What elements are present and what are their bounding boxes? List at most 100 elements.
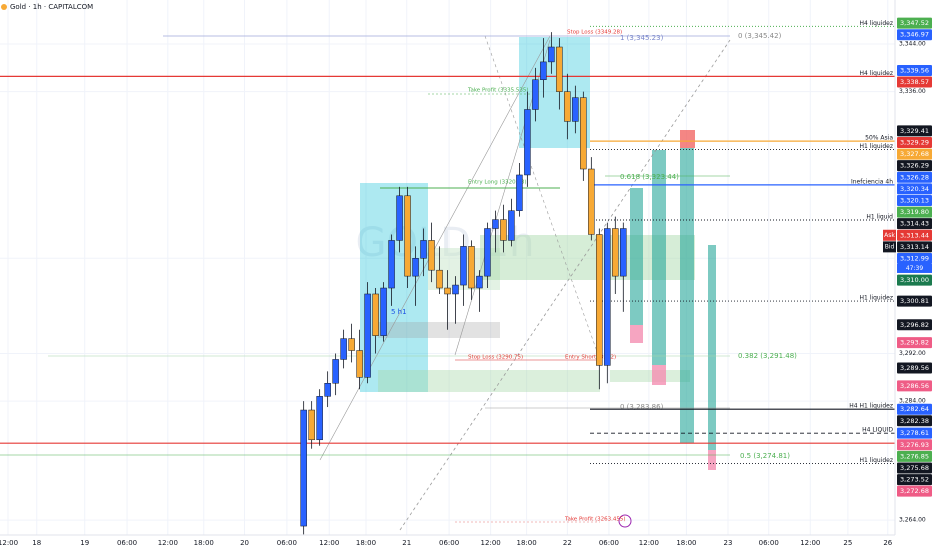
- candle-body: [452, 284, 459, 295]
- x-tick-label: 06:00: [277, 539, 297, 547]
- price-label-text: 3,272.68: [900, 487, 929, 495]
- level-label: H4 H1 liquidez: [849, 403, 893, 410]
- level-label: H4 liquidez: [860, 20, 894, 27]
- price-label-box: [897, 206, 932, 218]
- x-tick-label: 23: [724, 539, 733, 547]
- price-label: 3,329.41: [897, 125, 932, 137]
- x-tick-label: 18:00: [517, 539, 537, 547]
- chart-title: Gold · 1h · CAPITALCOM: [10, 3, 93, 11]
- price-label: 3,293.82: [897, 337, 932, 349]
- x-tick-label: 12:00: [639, 539, 659, 547]
- price-label-box: [897, 17, 932, 29]
- price-label-box: [897, 450, 932, 462]
- x-tick-label: 18:00: [194, 539, 214, 547]
- price-label-text: 3,313.44: [900, 231, 929, 239]
- price-label-box: [897, 252, 932, 264]
- x-tick-label: 22: [563, 539, 572, 547]
- candle-body: [396, 195, 403, 241]
- price-label-box: [897, 274, 932, 286]
- price-label-box: [897, 241, 932, 253]
- x-tick-label: 12:00: [319, 539, 339, 547]
- price-label: 3,273.52: [897, 474, 932, 486]
- price-label: 3,320.13: [897, 194, 932, 206]
- fib-label: 0.5 (3,274.81): [740, 452, 790, 460]
- price-label-text: 3,286.56: [900, 382, 929, 390]
- price-label-text: 3,310.00: [900, 276, 929, 284]
- x-tick-label: 06:00: [599, 539, 619, 547]
- price-label-box: [897, 427, 932, 439]
- price-label-box: [897, 319, 932, 331]
- price-label: 3,347.52: [897, 17, 932, 29]
- candle-body: [516, 174, 523, 211]
- candle-body: [308, 409, 315, 441]
- zone: [378, 322, 500, 338]
- candle-body: [564, 91, 571, 122]
- candle-body: [572, 97, 579, 122]
- price-label-box: [897, 474, 932, 486]
- price-label-box: [897, 462, 932, 474]
- symbol-icon: [1, 4, 7, 10]
- candle-body: [300, 409, 307, 527]
- price-label: 3,313.14 Bid: [883, 241, 932, 253]
- y-tick-label: 3,344.00: [899, 41, 926, 48]
- price-label-box: [897, 380, 932, 392]
- price-label-text: 3,329.29: [900, 138, 929, 146]
- price-label: 3,300.81: [897, 295, 932, 307]
- level-label: Inefciencia 4h: [851, 178, 893, 185]
- price-label-box: [897, 362, 932, 374]
- candle-body: [596, 234, 603, 366]
- candle-body: [492, 219, 499, 229]
- price-label: 3,275.68: [897, 462, 932, 474]
- price-label-text: 3,300.81: [900, 297, 929, 305]
- price-label-text: 3,289.56: [900, 364, 929, 372]
- price-label: 3,296.82: [897, 319, 932, 331]
- price-label: 3,282.64: [897, 403, 932, 415]
- price-label-box: [897, 76, 932, 88]
- zone: [378, 370, 600, 392]
- level-label: 50% Asia: [865, 135, 893, 142]
- price-labels: 3,347.52 3,346.97 3,339.56 3,338.57 3,329.41…: [883, 17, 932, 497]
- price-label: 3,326.28: [897, 171, 932, 183]
- price-label: 3,326.29: [897, 160, 932, 172]
- candle-body: [548, 46, 555, 63]
- price-tag-box: [883, 229, 896, 241]
- price-label-box: [897, 148, 932, 160]
- price-label-text: 3,326.29: [900, 162, 929, 170]
- price-label-box: [897, 171, 932, 183]
- price-label-box: [897, 415, 932, 427]
- annotation: 5 h1: [391, 308, 407, 316]
- price-label-text: 3,326.28: [900, 173, 929, 181]
- candle-body: [316, 396, 323, 441]
- trend-line: [319, 35, 551, 461]
- x-tick-label: 06:00: [439, 539, 459, 547]
- y-tick-label: 3,284.00: [899, 398, 926, 405]
- price-label: 3,289.56: [897, 362, 932, 374]
- price-label-text: 3,296.82: [900, 321, 929, 329]
- level-label: H4 LIQUID: [862, 427, 893, 434]
- x-tick-label: 06:00: [759, 539, 779, 547]
- price-label: 3,276.93: [897, 439, 932, 451]
- price-label-text: 3,338.57: [900, 78, 929, 86]
- x-tick-label: 20: [240, 539, 249, 547]
- candle-body: [580, 97, 587, 170]
- annotation: Take Profit (3335.535): [467, 88, 529, 94]
- countdown-box: [897, 263, 932, 273]
- price-label: 3,346.97: [897, 29, 932, 41]
- tp-zone: [680, 148, 694, 443]
- candle-body: [460, 246, 467, 286]
- price-label-text: 3,346.97: [900, 31, 929, 39]
- x-tick-label: 26: [883, 539, 892, 547]
- sl-zone: [630, 325, 643, 343]
- price-label-box: [897, 136, 932, 148]
- x-tick-label: 21: [402, 539, 411, 547]
- candle-body: [348, 338, 355, 351]
- price-label-box: [897, 183, 932, 195]
- price-label-box: [897, 337, 932, 349]
- price-label-text: 3,313.14: [900, 243, 929, 251]
- price-label: 3,314.43: [897, 218, 932, 230]
- price-label-text: 3,314.43: [900, 220, 929, 228]
- fib-label: 0.382 (3,291.48): [738, 352, 797, 360]
- candle-body: [556, 46, 563, 92]
- sl-zone: [652, 365, 666, 385]
